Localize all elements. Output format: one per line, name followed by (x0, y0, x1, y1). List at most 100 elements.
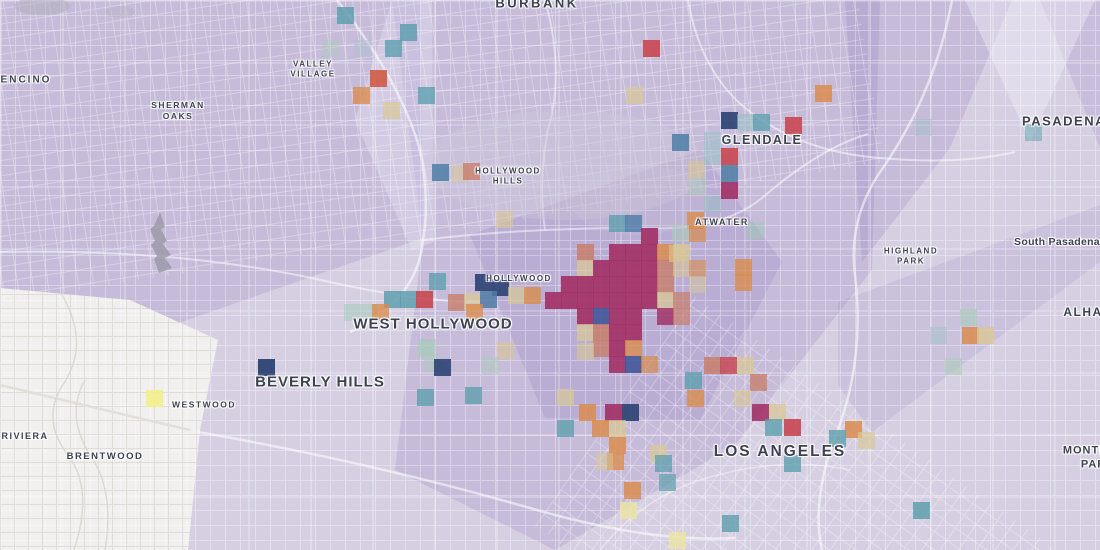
map-cell-mg[interactable] (625, 324, 642, 341)
map-cell-pt[interactable] (704, 132, 721, 149)
map-cell-te[interactable] (829, 430, 846, 447)
map-cell-sb[interactable] (625, 215, 642, 232)
map-cell-sb[interactable] (480, 291, 497, 308)
map-cell-or[interactable] (609, 437, 626, 454)
map-cell-cr[interactable] (784, 419, 801, 436)
map-cell-te[interactable] (655, 455, 672, 472)
map-cell-ro[interactable] (370, 70, 387, 87)
map-cell-cr[interactable] (785, 117, 802, 134)
map-cell-kh[interactable] (737, 357, 754, 374)
map-cell-mg[interactable] (609, 340, 626, 357)
map-cell-te[interactable] (400, 291, 417, 308)
map-cell-nv[interactable] (434, 359, 451, 376)
map-cell-te[interactable] (1025, 124, 1042, 141)
map-cell-kh[interactable] (734, 390, 751, 407)
map-cell-sa[interactable] (704, 357, 721, 374)
map-cell-kh[interactable] (688, 161, 705, 178)
map-cell-mg[interactable] (561, 276, 578, 293)
map-cell-nv[interactable] (258, 359, 275, 376)
map-cell-mg[interactable] (657, 308, 674, 325)
map-cell-mg[interactable] (593, 292, 610, 309)
map-cell-nv[interactable] (721, 112, 738, 129)
map-cell-sa[interactable] (673, 308, 690, 325)
map-cell-kh[interactable] (673, 260, 690, 277)
map-cell-te[interactable] (753, 114, 770, 131)
map-cell-kh[interactable] (609, 420, 626, 437)
map-cell-pg[interactable] (945, 358, 962, 375)
map-cell-pg[interactable] (672, 225, 689, 242)
map-cell-or[interactable] (962, 327, 979, 344)
map-cell-mg[interactable] (609, 292, 626, 309)
map-cell-te[interactable] (384, 291, 401, 308)
map-cell-mi[interactable] (747, 222, 764, 239)
map-cell-mg[interactable] (641, 244, 658, 261)
map-cell-te[interactable] (765, 419, 782, 436)
map-cell-mg[interactable] (641, 228, 658, 245)
map-cell-mg[interactable] (577, 308, 594, 325)
map-cell-kh[interactable] (669, 245, 686, 262)
map-cell-or[interactable] (641, 356, 658, 373)
map-cell-te[interactable] (429, 273, 446, 290)
map-cell-kh[interactable] (626, 87, 643, 104)
map-cell-sa[interactable] (593, 340, 610, 357)
map-cell-kh[interactable] (977, 327, 994, 344)
map-cell-mg[interactable] (625, 276, 642, 293)
map-cell-kh[interactable] (577, 324, 594, 341)
map-cell-pt[interactable] (704, 148, 721, 165)
map-cell-or[interactable] (579, 404, 596, 421)
map-cell-cr[interactable] (416, 291, 433, 308)
map-cell-ye[interactable] (146, 390, 163, 407)
map-cell-sb[interactable] (672, 134, 689, 151)
map-cell-mg[interactable] (605, 404, 622, 421)
map-cell-kh[interactable] (496, 211, 513, 228)
map-cell-sa[interactable] (463, 163, 480, 180)
map-cell-mg[interactable] (641, 260, 658, 277)
map-cell-nv[interactable] (475, 274, 492, 291)
map-cell-te[interactable] (400, 24, 417, 41)
map-cell-bl[interactable] (593, 308, 610, 325)
map-cell-mg[interactable] (545, 292, 562, 309)
map-cell-kh[interactable] (577, 343, 594, 360)
map-cell-mg[interactable] (561, 292, 578, 309)
map-cell-te[interactable] (337, 7, 354, 24)
map-cell-pg[interactable] (417, 342, 434, 359)
map-cell-cr[interactable] (720, 357, 737, 374)
map-cell-sa[interactable] (657, 260, 674, 277)
map-cell-or[interactable] (372, 304, 389, 321)
map-cell-pg[interactable] (322, 40, 339, 57)
map-cell-mg[interactable] (609, 260, 626, 277)
map-cell-sb[interactable] (432, 164, 449, 181)
map-cell-mg[interactable] (577, 276, 594, 293)
map-cell-te[interactable] (659, 474, 676, 491)
map-cell-te[interactable] (385, 40, 402, 57)
map-cell-te[interactable] (685, 372, 702, 389)
map-cell-te[interactable] (722, 515, 739, 532)
map-cell-mi[interactable] (344, 304, 361, 321)
map-cell-or[interactable] (625, 340, 642, 357)
map-cell-bl[interactable] (625, 356, 642, 373)
map-cell-or[interactable] (689, 225, 706, 242)
map-cell-pg[interactable] (689, 178, 706, 195)
map-cell-mg[interactable] (609, 356, 626, 373)
map-cell-te[interactable] (784, 455, 801, 472)
map-cell-or[interactable] (466, 304, 483, 321)
map-cell-kh[interactable] (557, 389, 574, 406)
map-cell-mg[interactable] (625, 260, 642, 277)
map-cell-te[interactable] (465, 387, 482, 404)
map-cell-nv[interactable] (622, 404, 639, 421)
map-cell-or[interactable] (845, 421, 862, 438)
map-cell-te[interactable] (913, 502, 930, 519)
map-cell-mg[interactable] (609, 276, 626, 293)
map-cell-or[interactable] (815, 85, 832, 102)
map-cell-kh[interactable] (657, 292, 674, 309)
map-cell-or[interactable] (689, 260, 706, 277)
map-cell-te[interactable] (609, 215, 626, 232)
map-cell-mg[interactable] (609, 308, 626, 325)
map-cell-or[interactable] (735, 259, 752, 276)
map-cell-te[interactable] (418, 87, 435, 104)
map-cell-or[interactable] (687, 390, 704, 407)
map-cell-sa[interactable] (593, 324, 610, 341)
map-cell-kh[interactable] (508, 287, 525, 304)
map-cell-pg[interactable] (960, 309, 977, 326)
map-cell-kh[interactable] (596, 453, 613, 470)
